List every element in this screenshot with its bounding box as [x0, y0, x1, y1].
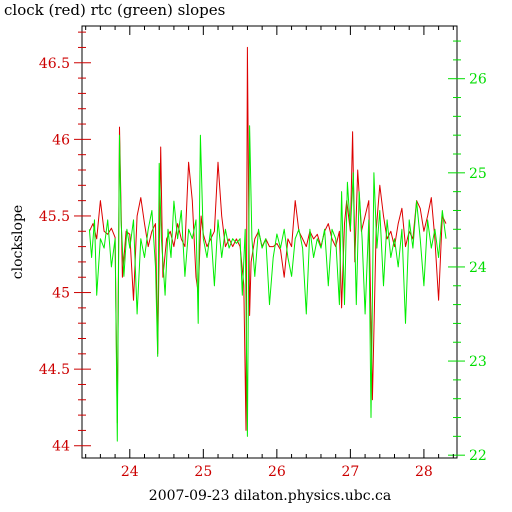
x-tick-label: 28 — [415, 464, 433, 480]
right-tick-label: 23 — [469, 354, 487, 370]
x-axis-label: 2007-09-23 dilaton.physics.ubc.ca — [149, 488, 391, 504]
series-lines — [88, 46, 447, 442]
x-tick-label: 25 — [194, 464, 212, 480]
chart-title: clock (red) rtc (green) slopes — [4, 1, 225, 19]
clock-slope-line — [88, 46, 447, 431]
right-tick-label: 25 — [469, 166, 487, 182]
plot-frame — [81, 25, 458, 459]
left-tick-label: 46.5 — [39, 56, 70, 72]
left-tick-label: 44 — [52, 439, 70, 455]
x-tick-label: 27 — [341, 464, 359, 480]
left-tick-label: 44.5 — [39, 362, 70, 378]
right-tick-label: 22 — [469, 448, 487, 464]
axis-ticks: 44 44.5 45 45.5 46 46.5 22 23 24 25 26 24 25 26 27 28 — [39, 26, 487, 480]
x-tick-label: 24 — [121, 464, 139, 480]
left-tick-label: 45 — [52, 286, 70, 302]
right-tick-label: 24 — [469, 260, 487, 276]
left-tick-label: 45.5 — [39, 209, 70, 225]
x-tick-label: 26 — [268, 464, 286, 480]
left-tick-label: 46 — [52, 132, 70, 148]
right-tick-label: 26 — [469, 72, 487, 88]
rtc-slope-line — [88, 125, 447, 442]
y-axis-label: clockslope — [10, 205, 26, 279]
